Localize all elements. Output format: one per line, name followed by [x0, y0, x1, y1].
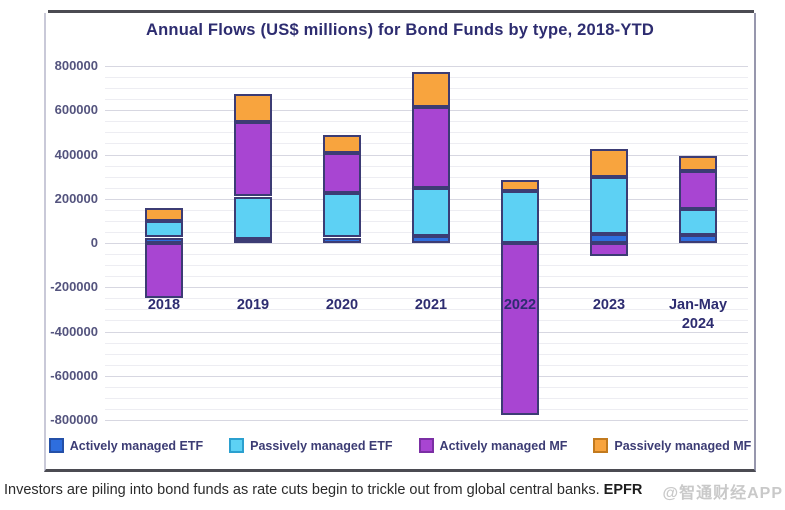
x-axis-category-label: 2022	[503, 297, 537, 313]
bar-segment-2021-Passively-managed-ETF	[412, 187, 450, 237]
legend-label: Actively managed ETF	[69, 438, 204, 453]
bar-segment-2022-Passively-managed-ETF	[501, 191, 539, 243]
gridline-minor	[105, 353, 748, 355]
bar-segment-2020-Actively-managed-ETF	[323, 237, 361, 243]
top-divider	[48, 10, 754, 13]
bar-segment-2018-Passively-managed-ETF	[145, 220, 183, 238]
legend-swatch-icon	[418, 438, 434, 453]
legend-swatch-icon	[48, 438, 64, 453]
bar-segment-Jan-May-2024-Passively-managed-ETF	[679, 208, 717, 236]
bar-segment-2023-Actively-managed-MF	[590, 243, 628, 257]
x-axis-category-label: 2023	[592, 297, 626, 313]
gridline-minor	[105, 309, 748, 311]
watermark-text: @智通财经APP	[662, 485, 783, 502]
gridline-minor	[105, 265, 748, 267]
bar-segment-Jan-May-2024-Actively-managed-ETF	[679, 235, 717, 243]
caption-body: Investors are piling into bond funds as …	[4, 482, 600, 498]
gridline-minor	[105, 408, 748, 410]
legend-label: Actively managed MF	[439, 438, 568, 453]
legend-item: Passively managed MF	[593, 438, 751, 453]
bar-segment-2019-Passively-managed-MF	[234, 93, 272, 123]
x-axis-category-label: 2018	[147, 297, 181, 313]
bar-segment-2019-Actively-managed-ETF	[234, 238, 272, 243]
y-axis-tick-label: -400000	[50, 323, 98, 339]
gridline-minor	[105, 342, 748, 344]
gridline-minor	[105, 364, 748, 366]
y-axis-tick-label: 800000	[54, 58, 98, 73]
legend-swatch-icon	[593, 438, 609, 453]
bar-segment-2018-Actively-managed-ETF	[145, 237, 183, 243]
bar-segment-2023-Passively-managed-ETF	[590, 176, 628, 235]
bar-segment-2018-Passively-managed-MF	[145, 207, 183, 221]
gridline-minor	[105, 386, 748, 388]
bar-segment-2022-Actively-managed-MF	[501, 243, 539, 415]
bar-segment-Jan-May-2024-Passively-managed-MF	[679, 155, 717, 172]
caption-source: EPFR	[603, 482, 643, 498]
gridline-major	[105, 375, 748, 377]
bar-segment-2023-Actively-managed-ETF	[590, 234, 628, 243]
gridline-minor	[105, 320, 748, 322]
chart-title: Annual Flows (US$ millions) for Bond Fun…	[146, 21, 654, 39]
legend-label: Passively managed MF	[614, 438, 752, 453]
bar-segment-2022-Passively-managed-MF	[501, 179, 539, 191]
gridline-major	[105, 243, 748, 244]
x-axis-category-label: 2020	[325, 297, 359, 313]
x-axis-category-label: Jan-May 2024	[668, 297, 728, 332]
bar-segment-2021-Passively-managed-MF	[412, 71, 450, 107]
x-axis-category-label: 2019	[236, 297, 270, 313]
gridline-minor	[105, 276, 748, 278]
gridline-major	[105, 66, 748, 67]
bar-segment-2019-Actively-managed-MF	[234, 122, 272, 197]
bar-segment-2020-Passively-managed-ETF	[323, 193, 361, 238]
bar-segment-Jan-May-2024-Actively-managed-MF	[679, 171, 717, 209]
bar-segment-2020-Actively-managed-MF	[323, 153, 361, 194]
bar-segment-2019-Passively-managed-ETF	[234, 196, 272, 239]
legend-item: Passively managed ETF	[229, 438, 393, 453]
legend-swatch-icon	[229, 438, 245, 453]
bar-segment-2020-Passively-managed-MF	[323, 134, 361, 154]
gridline-minor	[105, 397, 748, 399]
chart-legend: Actively managed ETF Passively managed ET…	[44, 438, 756, 453]
bar-segment-2023-Passively-managed-MF	[590, 149, 628, 177]
y-axis-tick-label: 400000	[54, 146, 98, 162]
caption-text: Investors are piling into bond funds as …	[4, 482, 664, 498]
y-axis-tick-label: 200000	[54, 190, 98, 206]
gridline-minor	[105, 298, 748, 300]
x-axis-category-label: 2021	[414, 297, 448, 313]
bar-segment-2021-Actively-managed-MF	[412, 106, 450, 188]
y-axis-tick-label: -200000	[50, 279, 98, 295]
gridline-minor	[105, 254, 748, 256]
legend-item: Actively managed ETF	[48, 438, 204, 453]
bar-segment-2021-Actively-managed-ETF	[412, 236, 450, 243]
y-axis-tick-label: -600000	[50, 367, 98, 383]
legend-item: Actively managed MF	[418, 438, 568, 453]
y-axis-tick-label: -800000	[50, 412, 98, 427]
y-axis-tick-label: 0	[90, 235, 98, 250]
gridline-major	[105, 287, 748, 289]
gridline-major	[105, 420, 748, 421]
gridline-major	[105, 331, 748, 333]
legend-label: Passively managed ETF	[250, 438, 393, 453]
bar-segment-2018-Actively-managed-MF	[145, 243, 183, 299]
y-axis-tick-label: 600000	[54, 102, 98, 118]
